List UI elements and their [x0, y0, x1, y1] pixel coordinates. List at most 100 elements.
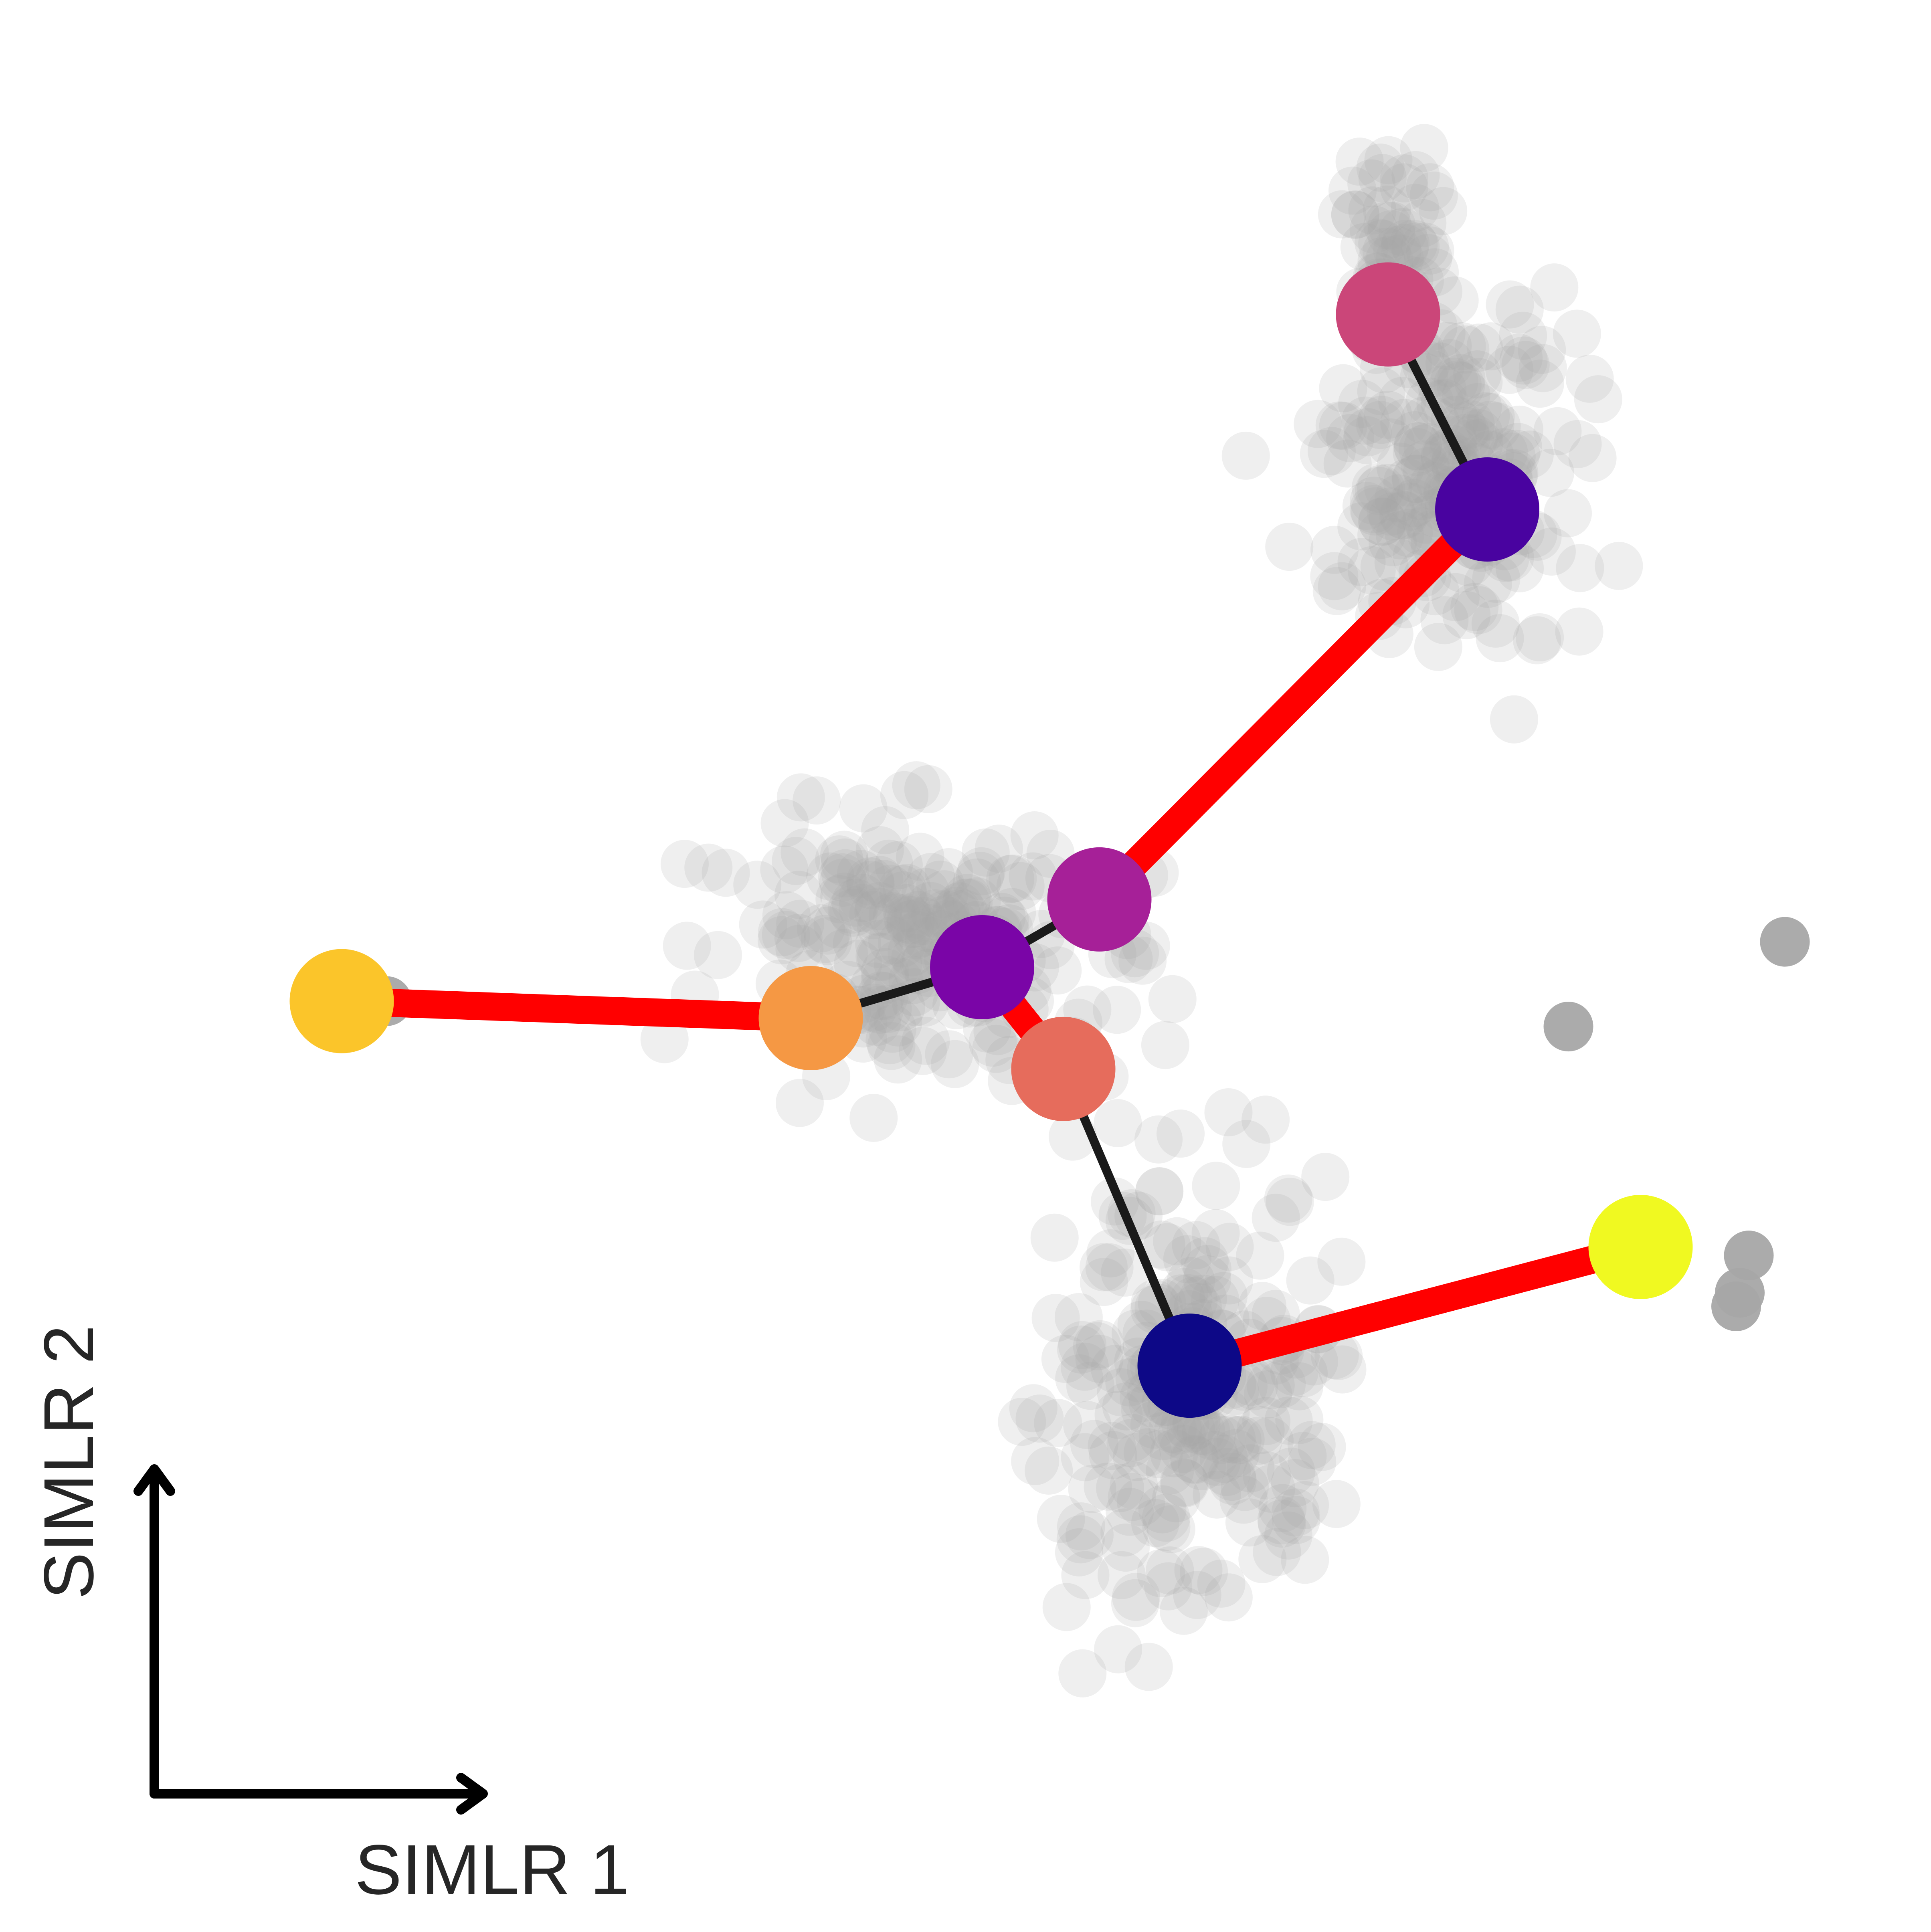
cell-point: [1204, 1573, 1253, 1622]
cell-point: [1271, 1488, 1320, 1537]
cell-point: [1180, 1237, 1229, 1285]
cell-point: [813, 900, 862, 949]
cell-point: [874, 998, 922, 1047]
cell-point: [1326, 414, 1375, 462]
cell-point: [1146, 1546, 1194, 1595]
cell-point: [916, 861, 964, 909]
cell-point: [663, 922, 711, 970]
cell-point: [1192, 1162, 1240, 1210]
cell-point: [868, 892, 917, 940]
cell-point: [952, 877, 1001, 926]
cell-point: [1190, 1431, 1239, 1479]
cell-point: [820, 873, 869, 921]
cell-point: [1403, 423, 1452, 471]
cell-point: [1112, 1572, 1160, 1621]
cell-point: [1246, 1361, 1295, 1410]
cell-point: [1061, 1433, 1109, 1481]
cell-point: [1205, 1256, 1254, 1305]
cell-point: [762, 891, 811, 940]
cell-point: [1499, 311, 1547, 360]
trajectory-node: [930, 915, 1034, 1020]
cell-point: [1192, 1437, 1241, 1486]
x-axis-arrowhead: [456, 1773, 488, 1815]
cell-point: [924, 848, 973, 896]
axis-indicator: [133, 1464, 488, 1815]
cell-point: [1711, 1281, 1761, 1332]
cell-point: [1499, 336, 1548, 385]
cell-point: [821, 849, 869, 897]
cell-point: [1455, 323, 1503, 372]
cell-point: [1152, 1474, 1201, 1522]
cell-point: [1057, 1325, 1105, 1374]
cell-point: [1015, 1394, 1064, 1443]
cell-point: [880, 771, 929, 819]
cell-point: [1357, 367, 1405, 416]
cell-point: [1391, 184, 1439, 232]
cell-point: [1364, 390, 1412, 439]
cell-point: [1312, 1480, 1361, 1528]
cell-point: [1421, 379, 1469, 427]
cell-point: [1124, 1643, 1173, 1691]
cell-point: [1423, 428, 1472, 477]
cell-point: [1357, 396, 1406, 444]
cell-point: [873, 893, 921, 942]
cell-point: [894, 891, 942, 939]
cell-point: [1380, 399, 1429, 447]
cell-point: [838, 884, 887, 932]
cell-point: [1118, 936, 1167, 985]
cell-point: [1307, 427, 1356, 475]
cell-point: [891, 934, 940, 982]
cell-point: [1380, 224, 1429, 272]
cell-point: [1556, 544, 1604, 592]
cell-point: [1221, 431, 1270, 480]
cell-point: [874, 841, 923, 889]
cell-point: [1495, 285, 1544, 334]
cell-point: [1138, 1485, 1187, 1534]
cell-point: [1416, 342, 1464, 391]
cell-point: [1527, 527, 1576, 576]
cell-point: [1437, 362, 1485, 410]
cell-point: [1167, 1405, 1215, 1453]
cell-point: [831, 878, 880, 927]
cell-point: [1225, 1498, 1274, 1547]
cell-point: [1161, 1459, 1209, 1508]
cell-point: [1397, 507, 1446, 556]
cell-point: [1080, 1258, 1128, 1306]
cell-point: [1376, 511, 1424, 560]
cell-point: [1242, 1095, 1290, 1144]
cell-point: [1351, 487, 1399, 536]
cell-point: [1247, 1464, 1295, 1513]
cell-point: [1148, 975, 1197, 1023]
cell-point: [1183, 1255, 1231, 1303]
cell-point: [1205, 1223, 1254, 1271]
cell-point: [1070, 1420, 1118, 1468]
cell-point: [1442, 370, 1490, 419]
trajectory-node: [289, 949, 394, 1053]
cell-point: [834, 940, 882, 988]
cell-point: [1455, 409, 1503, 457]
cell-point: [1094, 1625, 1142, 1673]
cell-point: [1358, 497, 1407, 546]
cell-point: [833, 919, 882, 967]
cell-point: [1056, 1515, 1105, 1564]
cell-point: [1315, 401, 1364, 450]
cell-point: [1275, 1362, 1324, 1411]
cell-point: [1031, 1293, 1080, 1342]
cell-point: [1338, 380, 1387, 428]
cell-point: [1160, 1268, 1209, 1316]
cell-point: [1454, 358, 1503, 406]
cell-point: [1065, 1511, 1114, 1559]
cell-point: [1238, 1535, 1287, 1583]
cell-point: [1265, 523, 1314, 571]
cell-point: [1101, 1248, 1149, 1297]
cell-point: [865, 1016, 914, 1065]
cell-point: [883, 893, 932, 942]
cell-point: [1157, 1411, 1206, 1459]
cell-point: [1431, 573, 1480, 621]
cell-point: [944, 878, 993, 927]
cell-point: [1454, 383, 1502, 431]
cell-point: [1391, 411, 1439, 459]
cell-point: [1171, 1436, 1219, 1484]
cell-point: [1555, 607, 1603, 656]
cell-point: [1063, 1401, 1112, 1449]
